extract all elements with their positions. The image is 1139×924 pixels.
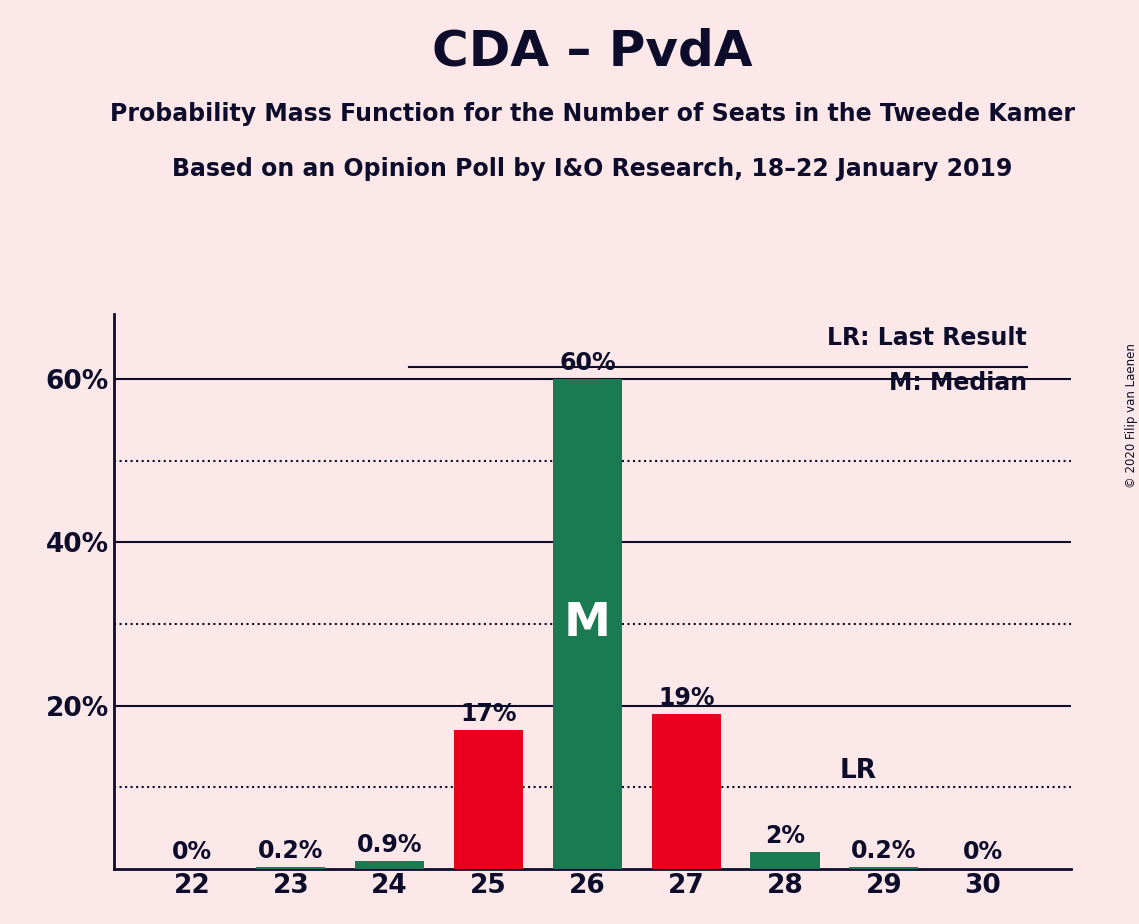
Bar (454, 730, 523, 869)
Bar (552, 380, 622, 869)
Text: 0.2%: 0.2% (259, 839, 323, 863)
Text: LR: Last Result: LR: Last Result (827, 326, 1027, 350)
Text: M: M (564, 602, 611, 647)
Text: Based on an Opinion Poll by I&O Research, 18–22 January 2019: Based on an Opinion Poll by I&O Research… (172, 157, 1013, 181)
Text: © 2020 Filip van Laenen: © 2020 Filip van Laenen (1124, 344, 1138, 488)
Text: 19%: 19% (658, 686, 714, 710)
Text: 17%: 17% (460, 702, 517, 726)
Text: 0.9%: 0.9% (357, 833, 423, 857)
Text: 2%: 2% (765, 824, 805, 848)
Text: 0%: 0% (172, 841, 212, 865)
Bar (850, 867, 918, 869)
Text: Probability Mass Function for the Number of Seats in the Tweede Kamer: Probability Mass Function for the Number… (109, 102, 1075, 126)
Bar (652, 713, 721, 869)
Text: LR: LR (839, 758, 876, 784)
Bar (355, 861, 424, 869)
Text: M: Median: M: Median (890, 371, 1027, 395)
Text: 0%: 0% (962, 841, 1002, 865)
Bar (751, 852, 820, 869)
Text: CDA – PvdA: CDA – PvdA (432, 28, 753, 76)
Text: 0.2%: 0.2% (851, 839, 917, 863)
Text: 60%: 60% (559, 351, 616, 375)
Bar (256, 867, 326, 869)
